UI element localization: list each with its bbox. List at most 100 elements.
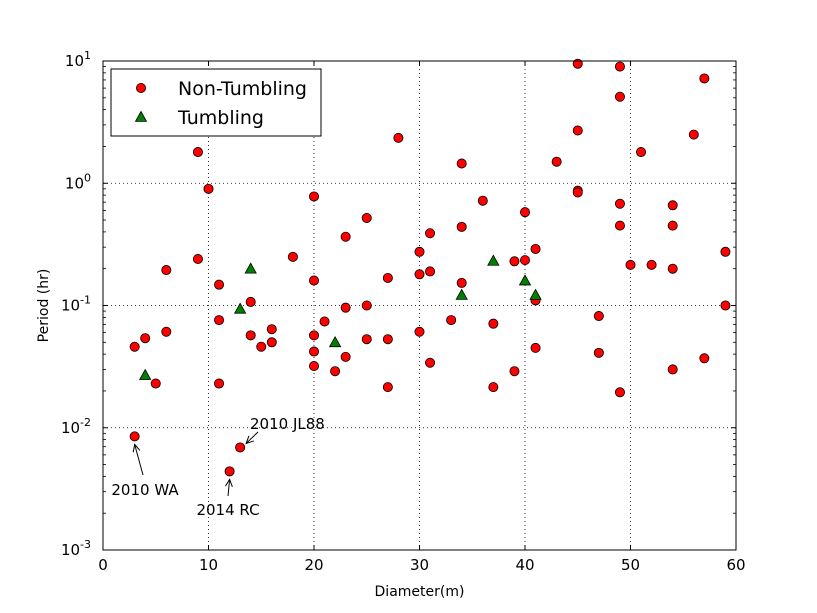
annotations: 2010 JL88 2010 WA 2014 RC bbox=[111, 415, 324, 519]
non-tumbling-point bbox=[192, 147, 203, 158]
x-tick-label: 50 bbox=[621, 556, 640, 574]
non-tumbling-point bbox=[425, 266, 436, 277]
tumbling-point bbox=[455, 288, 468, 300]
y-axis-label: Period (hr) bbox=[36, 269, 52, 343]
annotation-arrow-line bbox=[227, 479, 231, 497]
x-tick-label: 60 bbox=[726, 556, 745, 574]
non-tumbling-point bbox=[446, 315, 457, 326]
non-tumbling-point bbox=[414, 246, 425, 257]
non-tumbling-point bbox=[509, 366, 520, 377]
non-tumbling-point bbox=[688, 129, 699, 140]
tumbling-point bbox=[487, 254, 500, 266]
annotation-label: 2010 WA bbox=[111, 481, 179, 499]
non-tumbling-point bbox=[456, 277, 467, 288]
non-tumbling-point bbox=[572, 187, 583, 198]
legend-marker bbox=[135, 83, 146, 94]
non-tumbling-point bbox=[161, 326, 172, 337]
non-tumbling-point bbox=[551, 156, 562, 167]
non-tumbling-point bbox=[287, 251, 298, 262]
non-tumbling-point bbox=[456, 158, 467, 169]
non-tumbling-point bbox=[720, 246, 731, 257]
non-tumbling-point bbox=[425, 228, 436, 239]
non-tumbling-point bbox=[361, 212, 372, 223]
non-tumbling-point bbox=[340, 302, 351, 313]
non-tumbling-point bbox=[614, 198, 625, 209]
tumbling-point bbox=[529, 288, 542, 300]
non-tumbling-point bbox=[667, 263, 678, 274]
non-tumbling-point bbox=[214, 378, 225, 389]
tumbling-point bbox=[139, 368, 152, 380]
non-tumbling-point bbox=[530, 243, 541, 254]
non-tumbling-point bbox=[667, 200, 678, 211]
non-tumbling-point bbox=[488, 318, 499, 329]
annotation-label: 2010 JL88 bbox=[250, 415, 325, 433]
tumbling-point bbox=[233, 302, 247, 314]
legend-label: Non-Tumbling bbox=[178, 78, 307, 100]
non-tumbling-point bbox=[625, 259, 636, 270]
non-tumbling-point bbox=[308, 275, 319, 286]
non-tumbling-point bbox=[425, 357, 436, 368]
legend-box bbox=[110, 68, 322, 137]
tumbling-point bbox=[328, 335, 342, 348]
non-tumbling-point bbox=[308, 346, 319, 357]
y-tick-label: 10-2 bbox=[61, 416, 91, 437]
non-tumbling-point bbox=[477, 195, 488, 206]
non-tumbling-point bbox=[699, 353, 710, 364]
legend: Non-Tumbling Tumbling bbox=[110, 68, 322, 137]
annotation-arrow-line bbox=[134, 444, 144, 476]
non-tumbling-point bbox=[224, 466, 235, 477]
non-tumbling-point bbox=[214, 315, 225, 326]
non-tumbling-point bbox=[192, 254, 203, 265]
non-tumbling-point bbox=[308, 330, 319, 341]
y-tick-label: 10-1 bbox=[61, 294, 91, 315]
plot-frame bbox=[102, 60, 737, 551]
annotation-arrow-head bbox=[132, 443, 141, 453]
non-tumbling-point bbox=[520, 255, 531, 266]
non-tumbling-point bbox=[593, 311, 604, 322]
non-tumbling-point bbox=[382, 334, 393, 345]
annotation-arrow-head bbox=[245, 435, 254, 445]
non-tumbling-point bbox=[530, 342, 541, 353]
non-tumbling-point bbox=[266, 324, 277, 335]
x-tick-label: 40 bbox=[515, 556, 534, 574]
non-tumbling-point bbox=[330, 366, 341, 377]
non-tumbling-point bbox=[245, 296, 256, 307]
non-tumbling-point bbox=[266, 337, 277, 348]
legend-marker bbox=[134, 110, 148, 122]
axis-ticks: 0 10 20 30 40 50 60 10-3 10-2 10-1 100 101 bbox=[61, 49, 746, 574]
y-tick-label: 10-3 bbox=[61, 538, 91, 559]
non-tumbling-point bbox=[256, 341, 267, 352]
non-tumbling-point bbox=[667, 220, 678, 231]
x-axis-label: Diameter(m) bbox=[375, 584, 465, 600]
x-tick-label: 0 bbox=[98, 556, 108, 574]
annotation-arrow-line bbox=[245, 431, 259, 444]
tumbling-point bbox=[244, 262, 257, 274]
non-tumbling-point bbox=[614, 387, 625, 398]
non-tumbling-point bbox=[636, 147, 647, 158]
non-tumbling-point bbox=[646, 259, 657, 270]
non-tumbling-point bbox=[456, 221, 467, 232]
non-tumbling-point bbox=[614, 61, 625, 72]
non-tumbling-point bbox=[203, 183, 214, 194]
non-tumbling-point bbox=[308, 191, 319, 202]
x-tick-label: 10 bbox=[199, 556, 218, 574]
non-tumbling-point bbox=[340, 351, 351, 362]
non-tumbling-point bbox=[488, 382, 499, 393]
non-tumbling-point bbox=[614, 91, 625, 102]
non-tumbling-point bbox=[382, 272, 393, 283]
non-tumbling-point bbox=[319, 316, 330, 327]
data-points bbox=[129, 58, 731, 477]
x-tick-label: 20 bbox=[304, 556, 323, 574]
non-tumbling-point bbox=[720, 300, 731, 311]
non-tumbling-point bbox=[667, 364, 678, 375]
non-tumbling-point bbox=[382, 382, 393, 393]
non-tumbling-point bbox=[414, 326, 425, 337]
annotation-arrow-head bbox=[225, 478, 233, 488]
x-tick-label: 30 bbox=[410, 556, 429, 574]
grid-lines bbox=[103, 61, 736, 550]
non-tumbling-point bbox=[520, 207, 531, 218]
non-tumbling-point bbox=[214, 279, 225, 290]
non-tumbling-point bbox=[150, 378, 161, 389]
non-tumbling-point bbox=[161, 265, 172, 276]
